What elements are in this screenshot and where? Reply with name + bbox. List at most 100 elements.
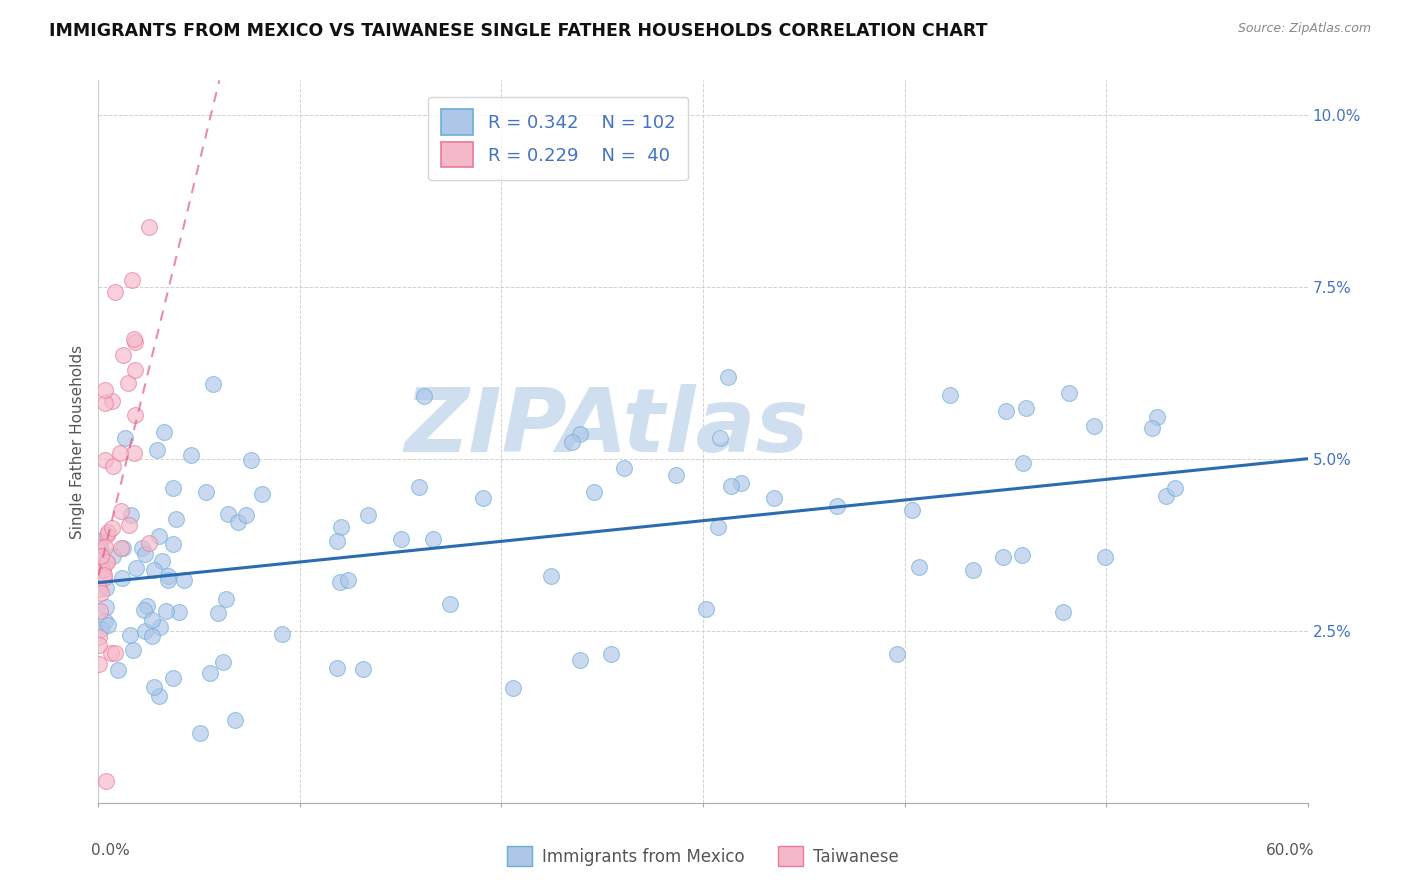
- Point: [153, 425, 176, 439]
- Point: [1156, 489, 1178, 503]
- Point: [117, 376, 139, 391]
- Point: [134, 548, 156, 562]
- Point: [100, 521, 122, 535]
- Point: [90, 585, 112, 599]
- Point: [991, 549, 1014, 564]
- Text: 60.0%: 60.0%: [1267, 843, 1315, 858]
- Point: [143, 680, 166, 694]
- Point: [1146, 409, 1168, 424]
- Point: [101, 459, 124, 474]
- Text: 0.0%: 0.0%: [91, 843, 131, 858]
- Point: [94, 453, 117, 467]
- Point: [720, 479, 742, 493]
- Point: [118, 518, 141, 533]
- Point: [94, 614, 117, 628]
- Point: [422, 532, 444, 546]
- Point: [150, 554, 173, 568]
- Point: [180, 448, 202, 462]
- Point: [827, 499, 849, 513]
- Point: [89, 534, 111, 549]
- Point: [100, 646, 122, 660]
- Point: [329, 520, 352, 534]
- Point: [90, 549, 112, 564]
- Point: [939, 387, 962, 401]
- Point: [1059, 386, 1081, 401]
- Point: [326, 660, 349, 674]
- Point: [148, 529, 170, 543]
- Point: [162, 481, 184, 495]
- Point: [1094, 550, 1116, 565]
- Point: [114, 431, 136, 445]
- Point: [212, 656, 235, 670]
- Point: [207, 606, 229, 620]
- Legend: R = 0.342    N = 102, R = 0.229    N =  40: R = 0.342 N = 102, R = 0.229 N = 40: [427, 96, 688, 180]
- Point: [167, 605, 190, 619]
- Point: [93, 571, 115, 585]
- Point: [413, 389, 436, 403]
- Point: [87, 582, 110, 596]
- Point: [709, 431, 731, 445]
- Point: [94, 383, 117, 397]
- Point: [91, 564, 114, 578]
- Point: [1164, 481, 1187, 495]
- Point: [94, 540, 117, 554]
- Point: [125, 561, 148, 575]
- Point: [124, 409, 146, 423]
- Point: [141, 613, 163, 627]
- Point: [121, 643, 143, 657]
- Point: [1083, 418, 1105, 433]
- Point: [162, 537, 184, 551]
- Point: [357, 508, 380, 522]
- Point: [148, 689, 170, 703]
- Point: [101, 549, 124, 564]
- Point: [326, 533, 349, 548]
- Point: [270, 626, 292, 640]
- Point: [561, 435, 583, 450]
- Point: [118, 628, 141, 642]
- Text: Source: ZipAtlas.com: Source: ZipAtlas.com: [1237, 22, 1371, 36]
- Point: [1015, 401, 1038, 416]
- Point: [124, 445, 146, 459]
- Point: [1052, 605, 1074, 619]
- Point: [994, 404, 1017, 418]
- Point: [96, 599, 118, 614]
- Point: [89, 638, 111, 652]
- Point: [1140, 421, 1163, 435]
- Point: [226, 515, 249, 529]
- Point: [157, 569, 180, 583]
- Point: [569, 653, 592, 667]
- Point: [162, 671, 184, 685]
- Point: [901, 503, 924, 517]
- Point: [198, 666, 221, 681]
- Point: [502, 681, 524, 696]
- Point: [97, 525, 120, 540]
- Point: [110, 504, 132, 518]
- Point: [717, 369, 740, 384]
- Point: [110, 571, 132, 585]
- Point: [337, 573, 360, 587]
- Point: [124, 362, 146, 376]
- Point: [583, 485, 606, 500]
- Legend: Immigrants from Mexico, Taiwanese: Immigrants from Mexico, Taiwanese: [501, 839, 905, 873]
- Point: [89, 540, 111, 554]
- Point: [107, 663, 129, 677]
- Point: [389, 532, 412, 546]
- Point: [201, 377, 224, 392]
- Point: [89, 630, 111, 644]
- Point: [120, 508, 142, 522]
- Point: [188, 726, 211, 740]
- Point: [962, 563, 984, 577]
- Point: [762, 491, 785, 505]
- Point: [131, 541, 153, 556]
- Point: [111, 349, 134, 363]
- Point: [89, 604, 111, 618]
- Point: [665, 468, 688, 483]
- Point: [110, 541, 132, 555]
- Point: [135, 599, 157, 613]
- Point: [568, 426, 591, 441]
- Point: [173, 573, 195, 587]
- Point: [94, 555, 117, 569]
- Point: [134, 603, 156, 617]
- Point: [104, 646, 127, 660]
- Point: [195, 484, 218, 499]
